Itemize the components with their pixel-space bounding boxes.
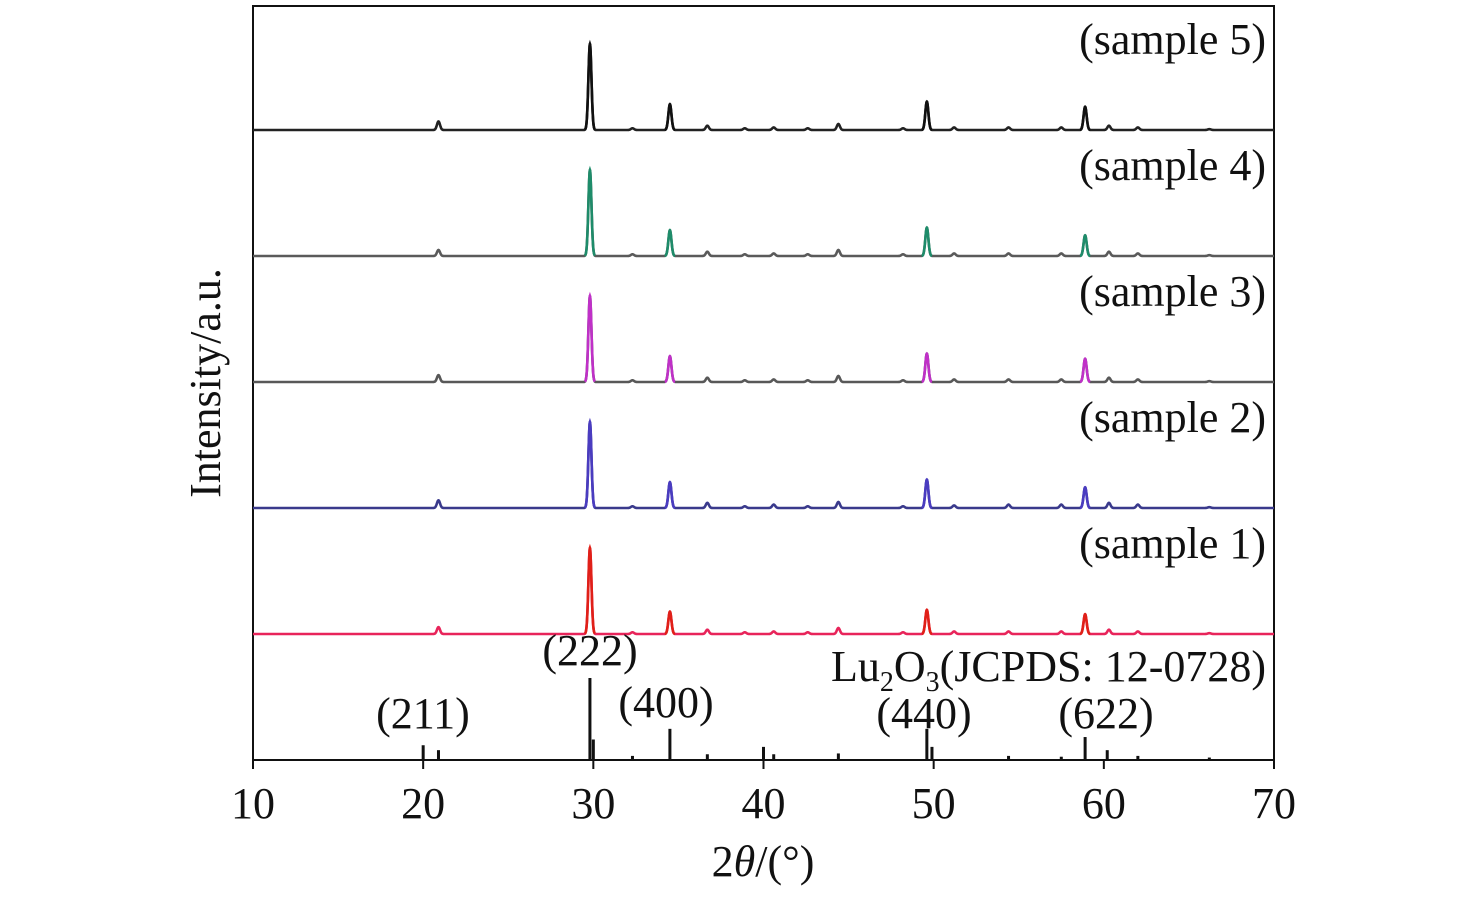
miller-index-label: (222)	[542, 626, 637, 675]
x-tick-label: 60	[1082, 779, 1126, 828]
series-peak-sample-5	[921, 99, 933, 132]
series-line-sample-2	[252, 420, 1275, 510]
series-line-sample-1	[252, 546, 1275, 636]
series-peak-sample-3	[921, 351, 933, 384]
x-tick-label: 40	[742, 779, 786, 828]
series-peak-sample-1	[1079, 612, 1091, 636]
miller-index-label: (211)	[376, 689, 470, 738]
series-label-sample-5: (sample 5)	[1079, 15, 1266, 64]
series-peak-sample-5	[583, 39, 596, 131]
x-axis: 10 20 30 40 50 60 70	[231, 760, 1296, 828]
series-label-sample-4: (sample 4)	[1079, 141, 1266, 190]
series-peak-sample-5	[664, 102, 676, 132]
series-label-sample-3: (sample 3)	[1079, 267, 1266, 316]
x-axis-title-symbol: θ	[734, 837, 756, 886]
x-tick-label: 20	[401, 779, 445, 828]
series-peak-sample-5	[1079, 105, 1091, 132]
series-line-sample-3	[252, 294, 1275, 384]
series-layer: (sample 1) (sample 2) (sample 3) (sample 4)…	[252, 15, 1275, 636]
x-axis-title-suffix: /(°)	[755, 837, 814, 886]
series-peak-sample-4	[1079, 233, 1091, 258]
miller-index-label: (400)	[618, 678, 713, 727]
reference-label-sub2: 3	[926, 667, 940, 698]
x-tick-label: 30	[571, 779, 615, 828]
reference-label-o: O	[894, 642, 926, 691]
series-peak-sample-3	[664, 354, 676, 384]
reference-label: Lu2O3(JCPDS: 12-0728)	[831, 642, 1266, 698]
series-peak-sample-3	[583, 291, 596, 383]
series-peak-sample-2	[583, 417, 596, 509]
reference-layer: (211) (222)(400) (440) (622)	[376, 626, 1211, 760]
series-peak-sample-4	[921, 225, 933, 258]
series-peak-sample-2	[664, 480, 676, 510]
x-tick-label: 10	[231, 779, 275, 828]
series-peak-sample-1	[921, 608, 933, 636]
series-peak-sample-4	[583, 165, 596, 257]
reference-label-sub1: 2	[880, 667, 894, 698]
series-label-sample-2: (sample 2)	[1079, 393, 1266, 442]
x-axis-title-prefix: 2	[712, 837, 734, 886]
series-peak-sample-2	[1079, 485, 1091, 510]
series-peak-sample-3	[1079, 357, 1091, 384]
series-peak-sample-1	[664, 609, 676, 636]
series-peak-sample-2	[921, 477, 933, 510]
x-tick-label: 50	[912, 779, 956, 828]
x-axis-title: 2θ/(°)	[712, 837, 815, 886]
miller-index-label: (622)	[1058, 689, 1153, 738]
reference-label-lu: Lu	[831, 642, 880, 691]
miller-index-label: (440)	[876, 689, 971, 738]
series-peak-sample-4	[664, 228, 676, 258]
y-axis-title: Intensity/a.u.	[181, 268, 230, 498]
series-line-sample-4	[252, 168, 1275, 258]
series-line-sample-5	[252, 42, 1275, 132]
x-tick-label: 70	[1252, 779, 1296, 828]
reference-label-tail: (JCPDS: 12-0728)	[940, 642, 1266, 691]
series-label-sample-1: (sample 1)	[1079, 519, 1266, 568]
series-peak-sample-1	[583, 543, 596, 635]
